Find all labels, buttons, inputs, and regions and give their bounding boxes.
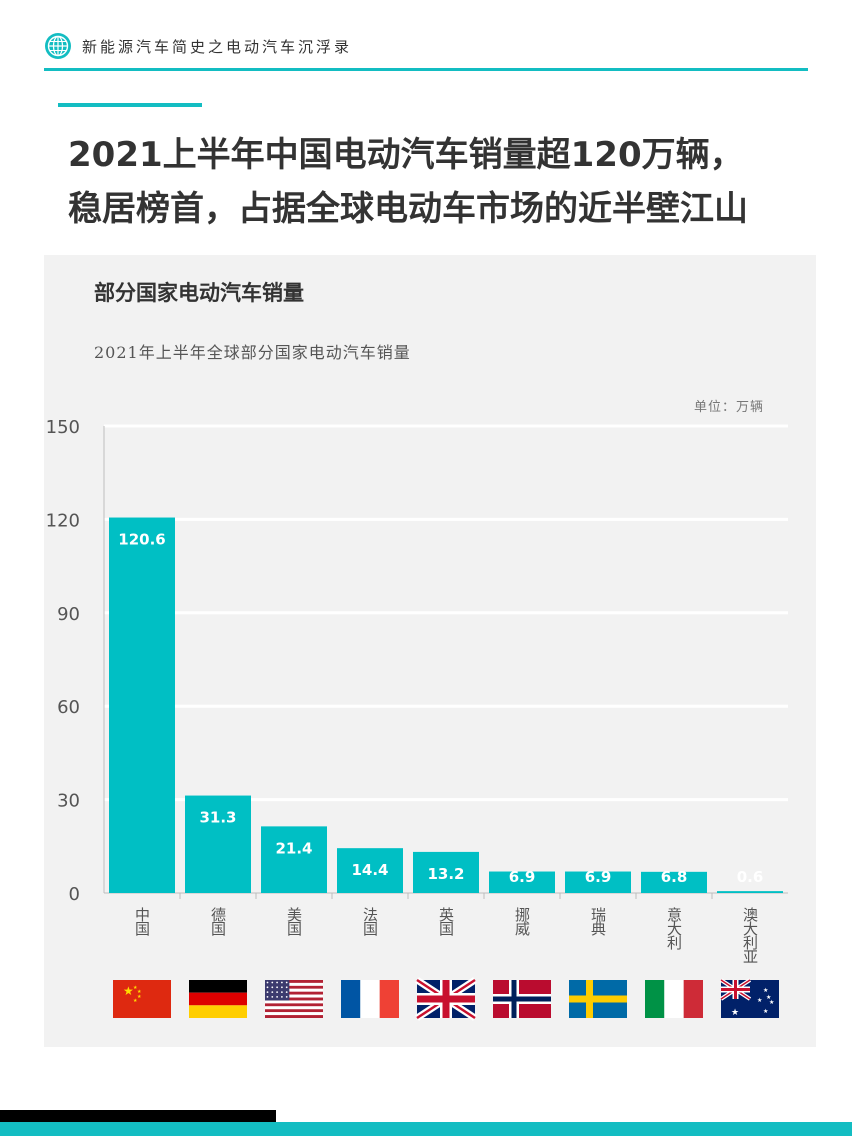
x-tick-label: 德国 <box>209 906 227 936</box>
headline-line-1: 2021上半年中国电动汽车销量超120万辆， <box>68 135 744 175</box>
norway-flag <box>493 980 551 1018</box>
x-tick-label: 挪威 <box>513 907 531 937</box>
bar <box>185 795 251 893</box>
germany-flag <box>189 980 247 1018</box>
page-headline: 2021上半年中国电动汽车销量超120万辆， 稳居榜首，占据全球电动车市场的近半… <box>68 128 848 236</box>
chart-title: 部分国家电动汽车销量 <box>94 281 304 305</box>
france-flag <box>341 980 399 1018</box>
globe-icon <box>45 33 71 59</box>
australia-flag: ★★★ ★★★ <box>719 978 779 1018</box>
bar <box>261 826 327 893</box>
data-label: 31.3 <box>199 809 236 827</box>
svg-text:★: ★ <box>763 1008 768 1015</box>
bar <box>337 848 403 893</box>
footer-teal-bar <box>0 1122 852 1136</box>
svg-text:★: ★ <box>763 987 768 994</box>
svg-text:★: ★ <box>133 998 138 1004</box>
uk-flag <box>415 977 477 1021</box>
data-label: 6.8 <box>661 868 688 886</box>
svg-text:★: ★ <box>731 1008 739 1018</box>
footer-black-bar <box>0 1110 276 1122</box>
y-tick-label: 60 <box>57 697 80 718</box>
headline-line-2: 稳居榜首，占据全球电动车市场的近半壁江山 <box>68 189 748 229</box>
chart-subtitle: 2021年上半年全球部分国家电动汽车销量 <box>94 343 411 362</box>
x-tick-label: 瑞典 <box>589 907 607 936</box>
bar <box>565 871 631 893</box>
y-tick-label: 120 <box>46 510 80 531</box>
usa-flag <box>265 980 323 1018</box>
bar <box>489 871 555 893</box>
header-title: 新能源汽车简史之电动汽车沉浮录 <box>82 38 353 56</box>
data-label: 21.4 <box>275 839 312 857</box>
data-label: 6.9 <box>585 868 612 886</box>
bar <box>413 851 479 893</box>
sweden-flag <box>569 980 627 1018</box>
header-divider <box>44 68 808 71</box>
svg-text:★: ★ <box>766 994 771 1001</box>
x-tick-label: 意大利 <box>665 906 683 950</box>
svg-text:★: ★ <box>137 989 142 995</box>
chart-unit: 单位：万辆 <box>694 400 765 415</box>
y-tick-label: 90 <box>57 604 80 625</box>
bar <box>109 517 175 893</box>
bar <box>641 871 707 893</box>
data-label: 14.4 <box>351 861 388 879</box>
x-tick-label: 美国 <box>285 907 303 936</box>
italy-flag <box>645 980 703 1018</box>
svg-text:★: ★ <box>123 984 134 998</box>
data-label: 0.6 <box>737 868 764 886</box>
data-label: 120.6 <box>118 531 165 549</box>
page-header: 新能源汽车简史之电动汽车沉浮录 <box>44 30 808 71</box>
svg-text:★: ★ <box>757 997 762 1004</box>
y-tick-label: 30 <box>57 791 80 812</box>
china-flag: ★ ★★★★ <box>113 980 171 1018</box>
bar <box>717 891 783 893</box>
x-tick-label: 中国 <box>133 907 151 936</box>
y-tick-label: 150 <box>46 417 80 438</box>
data-label: 6.9 <box>509 868 536 886</box>
x-tick-label: 法国 <box>361 907 379 936</box>
data-label: 13.2 <box>427 865 464 883</box>
svg-text:★: ★ <box>137 994 142 1000</box>
y-tick-label: 0 <box>69 884 80 905</box>
svg-text:★: ★ <box>769 999 774 1006</box>
svg-text:★: ★ <box>133 985 138 991</box>
chart-panel: 部分国家电动汽车销量 2021年上半年全球部分国家电动汽车销量 单位：万辆 0 3… <box>44 255 816 1047</box>
accent-bar <box>58 103 202 107</box>
x-tick-label: 英国 <box>437 906 455 936</box>
x-tick-label: 澳大利亚 <box>741 907 759 963</box>
